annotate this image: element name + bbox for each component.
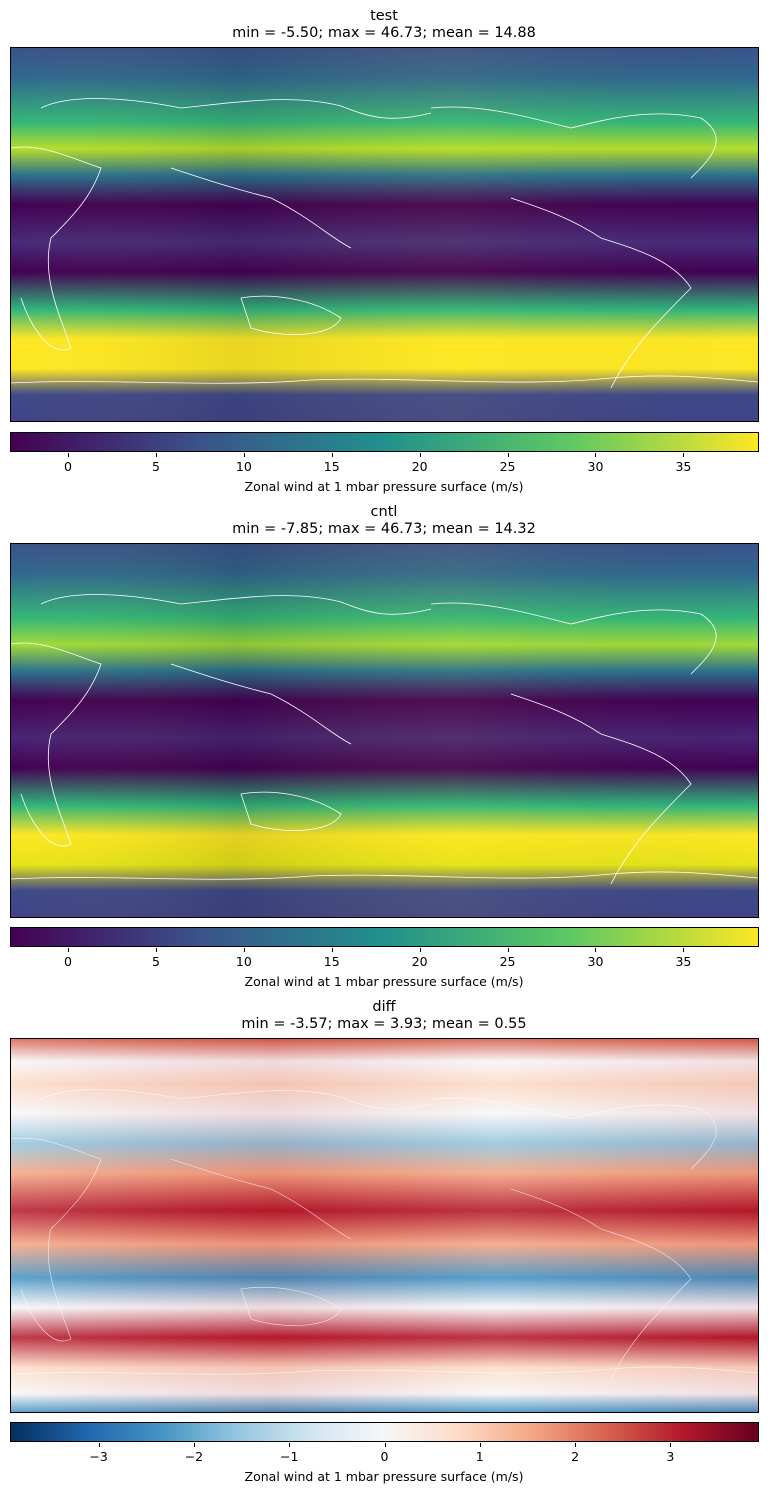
colorbar-test xyxy=(10,432,759,452)
colorbar-label-test: Zonal wind at 1 mbar pressure surface (m… xyxy=(244,479,524,494)
colorbar-tick-label-test-5: 25 xyxy=(499,459,516,474)
colorbar-tick-label-cntl-7: 35 xyxy=(675,954,692,969)
colorbar-tick-cntl-7 xyxy=(683,948,685,952)
colorbar-tick-test-1 xyxy=(155,453,157,457)
colorbar-tick-test-7 xyxy=(683,453,685,457)
colorbar-tick-diff-1 xyxy=(193,1443,195,1447)
coastline-test xyxy=(11,98,758,389)
colorbar-tick-test-2 xyxy=(243,453,245,457)
colorbar-tick-label-test-1: 5 xyxy=(151,459,160,474)
panel-stats-test: min = -5.50; max = 46.73; mean = 14.88 xyxy=(232,25,536,41)
colorbar-tick-test-3 xyxy=(331,453,333,457)
map-cntl xyxy=(10,543,759,918)
map-cntl-svg xyxy=(11,544,758,917)
colorbar-tick-diff-4 xyxy=(479,1443,481,1447)
colorbar-ticks-cntl: 0 5 10 15 20 25 30 35 xyxy=(10,948,759,969)
colorbar-label-cntl: Zonal wind at 1 mbar pressure surface (m… xyxy=(244,974,524,989)
colorbar-tick-label-cntl-6: 30 xyxy=(587,954,604,969)
colorbar-ticks-test: 0 5 10 15 20 25 30 35 xyxy=(10,453,759,474)
panel-title-test: test xyxy=(370,8,398,24)
colorbar-tick-label-diff-6: 3 xyxy=(666,1449,675,1464)
colorbar-tick-label-diff-2: −1 xyxy=(279,1449,299,1464)
colorbar-label-diff: Zonal wind at 1 mbar pressure surface (m… xyxy=(244,1469,524,1484)
colorbar-tick-cntl-4 xyxy=(419,948,421,952)
coastline-cntl xyxy=(11,594,758,885)
colorbar-tick-label-diff-1: −2 xyxy=(184,1449,204,1464)
colorbar-tick-cntl-6 xyxy=(595,948,597,952)
colorbar-tick-label-diff-3: 0 xyxy=(380,1449,389,1464)
colorbar-tick-cntl-3 xyxy=(331,948,333,952)
colorbar-cntl xyxy=(10,927,759,947)
colorbar-tick-label-cntl-5: 25 xyxy=(499,954,516,969)
colorbar-tick-test-6 xyxy=(595,453,597,457)
colorbar-tick-test-0 xyxy=(68,453,70,457)
coastline-diff xyxy=(11,1089,758,1380)
colorbar-tick-cntl-2 xyxy=(243,948,245,952)
colorbar-tick-label-test-6: 30 xyxy=(587,459,604,474)
colorbar-tick-cntl-1 xyxy=(155,948,157,952)
colorbar-tick-diff-6 xyxy=(670,1443,672,1447)
colorbar-tick-label-test-3: 15 xyxy=(323,459,340,474)
colorbar-tick-label-test-2: 10 xyxy=(235,459,252,474)
panel-title-cntl: cntl xyxy=(370,504,398,520)
panel-stats-diff: min = -3.57; max = 3.93; mean = 0.55 xyxy=(241,1016,527,1032)
colorbar-tick-label-test-0: 0 xyxy=(64,459,72,474)
colorbar-tick-label-diff-5: 2 xyxy=(571,1449,580,1464)
colorbar-tick-diff-5 xyxy=(575,1443,577,1447)
colorbar-tick-test-4 xyxy=(419,453,421,457)
colorbar-ticks-diff: −3 −2 −1 0 1 2 3 xyxy=(10,1443,759,1464)
colorbar-tick-label-cntl-1: 5 xyxy=(151,954,160,969)
colorbar-tick-test-5 xyxy=(507,453,509,457)
colorbar-tick-diff-3 xyxy=(384,1443,386,1447)
colorbar-tick-diff-0 xyxy=(98,1443,100,1447)
colorbar-tick-cntl-5 xyxy=(507,948,509,952)
panel-stats-cntl: min = -7.85; max = 46.73; mean = 14.32 xyxy=(232,521,536,537)
colorbar-tick-label-cntl-3: 15 xyxy=(323,954,340,969)
map-test xyxy=(10,47,759,422)
colorbar-tick-cntl-0 xyxy=(68,948,70,952)
colorbar-tick-label-diff-0: −3 xyxy=(89,1449,108,1464)
colorbar-tick-label-test-4: 20 xyxy=(411,459,428,474)
colorbar-tick-label-cntl-4: 20 xyxy=(411,954,428,969)
map-test-svg xyxy=(11,48,758,421)
colorbar-tick-label-test-7: 35 xyxy=(675,459,692,474)
colorbar-tick-label-cntl-0: 0 xyxy=(64,954,72,969)
colorbar-tick-label-cntl-2: 10 xyxy=(235,954,252,969)
map-diff-svg xyxy=(11,1039,758,1412)
colorbar-tick-diff-2 xyxy=(289,1443,291,1447)
colorbar-tick-label-diff-4: 1 xyxy=(475,1449,484,1464)
map-diff xyxy=(10,1038,759,1413)
colorbar-diff xyxy=(10,1422,759,1442)
panel-title-diff: diff xyxy=(372,999,396,1015)
